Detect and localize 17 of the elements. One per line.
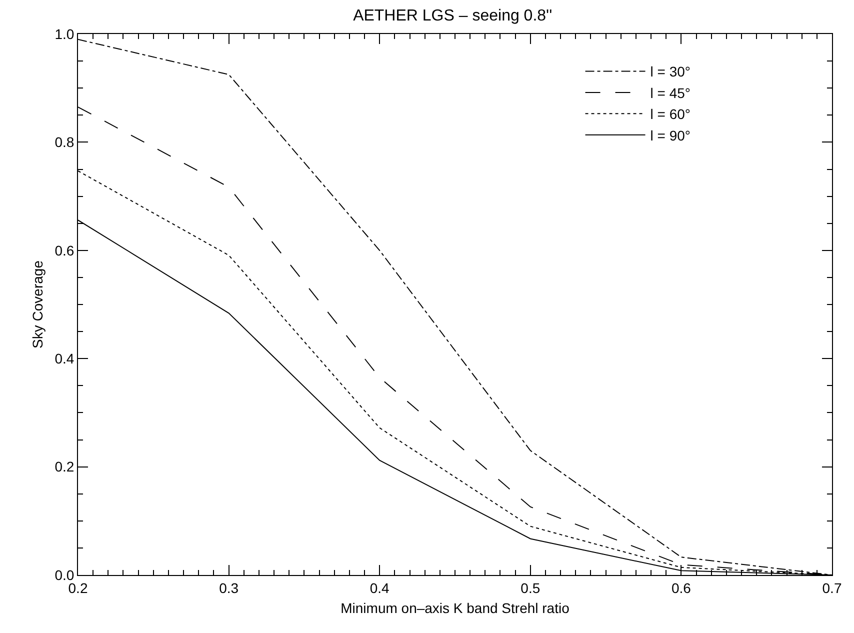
x-axis-title: Minimum on–axis K band Strehl ratio (340, 600, 570, 616)
y-tick-label: 0.2 (54, 458, 74, 475)
y-axis-title: Sky Coverage (29, 260, 46, 348)
y-tick-label: 0.6 (54, 242, 74, 258)
y-tick-label: 1.0 (54, 26, 74, 42)
chart-title: AETHER LGS – seeing 0.8'' (353, 8, 552, 25)
x-tick-label: 0.5 (520, 580, 540, 596)
x-tick-label: 0.3 (219, 580, 239, 596)
x-tick-label: 0.4 (370, 580, 390, 596)
x-tick-label: 0.6 (671, 580, 692, 596)
x-tick-label: 0.7 (822, 580, 842, 596)
y-tick-label: 0.8 (54, 134, 74, 150)
legend-label: l = 60° (650, 106, 691, 122)
legend-label: l = 30° (650, 64, 691, 80)
legend-label: l = 90° (650, 127, 691, 144)
legend-label: l = 45° (650, 84, 691, 101)
y-tick-label: 0.4 (54, 350, 74, 366)
